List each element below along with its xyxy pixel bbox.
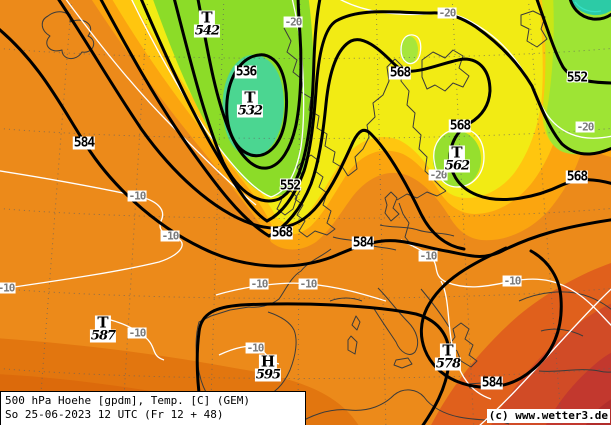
temp-contour-label: -20 <box>283 15 303 29</box>
contour-552-right <box>535 0 611 85</box>
pressure-center-t562: T 562 <box>443 143 470 174</box>
map-info-box: 500 hPa Hoehe [gpdm], Temp. [C] (GEM) So… <box>0 391 306 425</box>
copyright-label: (c) www.wetter3.de <box>486 409 610 423</box>
contour-552-trough <box>173 0 322 203</box>
map-valid-time: So 25-06-2023 12 UTC (Fr 12 + 48) <box>5 408 224 421</box>
temp-contour-label: -10 <box>502 274 522 288</box>
temp-contour-label: -20 <box>575 120 595 134</box>
pressure-center-t542: T 542 <box>193 8 220 39</box>
height-contour-label: 584 <box>480 375 503 391</box>
temp-contour-label: -10 <box>0 282 16 294</box>
temp-contour-label: -10 <box>249 277 269 291</box>
height-contour-label: 568 <box>448 118 471 134</box>
temp-contour-label: -10 <box>298 277 318 291</box>
contour-536-oval <box>225 53 289 158</box>
pressure-center-t587: T 587 <box>89 313 116 344</box>
pressure-center-t578: T 578 <box>434 341 461 372</box>
map-title: 500 hPa Hoehe [gpdm], Temp. [C] (GEM) <box>5 394 251 407</box>
contour-corner <box>568 0 611 21</box>
contour-584-balkan <box>419 246 563 389</box>
height-contour-label: 584 <box>351 235 374 251</box>
height-contour-label: 568 <box>388 65 411 81</box>
temp-contour-label: -10 <box>245 341 265 355</box>
height-contour-label: 536 <box>234 64 257 80</box>
temp-contour-label: -20 <box>437 6 457 20</box>
pressure-center-h595: H 595 <box>254 352 281 383</box>
height-contour-label: 568 <box>270 225 293 241</box>
temp-contour-label: -10 <box>127 326 147 340</box>
height-contour-label: 584 <box>72 135 95 151</box>
height-contour-label: 552 <box>566 70 589 86</box>
height-contour-label: 552 <box>279 178 302 194</box>
temp-contour-label: -10 <box>160 229 180 243</box>
temp-contour-label: -20 <box>428 168 448 182</box>
contour-544-loop <box>196 0 303 170</box>
pressure-center-t532: T 532 <box>236 88 263 119</box>
temp-contour-label: -10 <box>418 249 438 263</box>
temp-contour-label: -10 <box>127 189 147 203</box>
contour-576 <box>57 0 466 251</box>
height-contour-label: 568 <box>565 169 588 185</box>
